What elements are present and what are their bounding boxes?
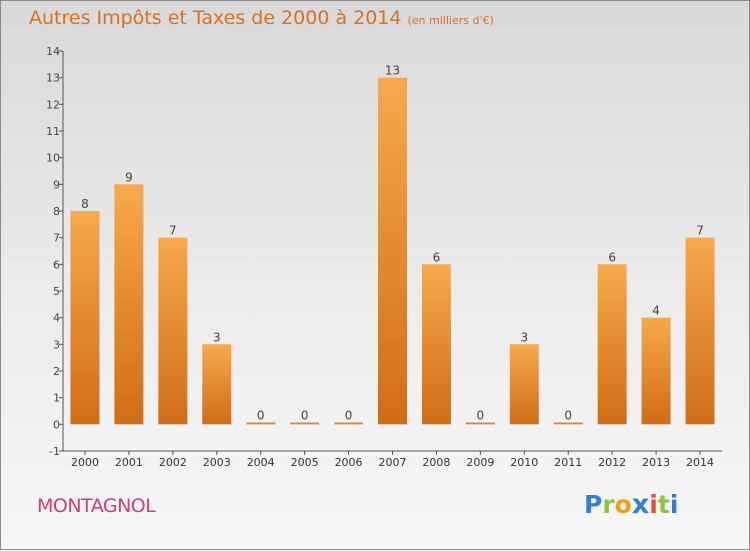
x-tick-label: 2005 <box>291 456 319 469</box>
logo-letter: x <box>631 489 650 520</box>
y-tick-label: 14 <box>46 45 60 58</box>
data-label: 4 <box>652 304 660 318</box>
y-tick-label: 5 <box>53 285 60 298</box>
y-tick-label: 12 <box>46 98 60 111</box>
y-tick-label: 13 <box>46 72 60 85</box>
y-tick-label: 10 <box>46 152 60 165</box>
data-label: 6 <box>608 250 616 264</box>
y-tick-label: 1 <box>53 392 60 405</box>
data-label: 6 <box>433 250 441 264</box>
y-tick-label: 8 <box>53 205 60 218</box>
data-label: 8 <box>81 197 89 211</box>
bar-2003 <box>202 344 232 425</box>
bar-2009 <box>465 422 495 425</box>
bar-2014 <box>685 237 715 425</box>
x-tick-label: 2013 <box>642 456 670 469</box>
logo-letter: P <box>584 490 603 519</box>
bar-2006 <box>334 422 364 425</box>
data-label: 0 <box>301 408 309 422</box>
logo-letter: t <box>657 490 670 519</box>
x-tick-label: 2012 <box>598 456 626 469</box>
y-tick-label: 9 <box>53 178 60 191</box>
bars-group <box>70 77 715 425</box>
x-tick-label: 2000 <box>71 456 99 469</box>
bar-2008 <box>421 264 451 425</box>
bar-2010 <box>509 344 539 425</box>
x-tick-label: 2004 <box>247 456 275 469</box>
data-label: 13 <box>385 64 400 78</box>
data-label: 0 <box>564 408 572 422</box>
bar-2002 <box>158 237 188 425</box>
x-tick-label: 2011 <box>554 456 582 469</box>
x-tick-label: 2014 <box>686 456 714 469</box>
data-label: 3 <box>213 330 221 344</box>
chart-title: Autres Impôts et Taxes de 2000 à 2014 (en… <box>29 7 494 29</box>
x-tick-label: 2007 <box>379 456 407 469</box>
data-label: 7 <box>696 224 704 238</box>
data-label: 0 <box>257 408 265 422</box>
proxiti-logo: Proxiti <box>584 489 678 520</box>
logo-letter: r <box>602 490 615 519</box>
x-tick-label: 2008 <box>422 456 450 469</box>
x-tick-label: 2003 <box>203 456 231 469</box>
data-label: 0 <box>345 408 353 422</box>
bar-2004 <box>246 422 276 425</box>
bar-2000 <box>70 211 100 425</box>
data-label: 0 <box>477 408 485 422</box>
x-tick-label: 2009 <box>466 456 494 469</box>
logo-letter: i <box>649 490 658 519</box>
bar-2005 <box>290 422 320 425</box>
data-label: 3 <box>520 330 528 344</box>
x-tick-label: 2001 <box>115 456 143 469</box>
y-tick-label: 2 <box>53 365 60 378</box>
data-label: 7 <box>169 224 177 238</box>
bar-2012 <box>597 264 627 425</box>
y-tick-label: 7 <box>53 232 60 245</box>
x-tick-label: 2006 <box>335 456 363 469</box>
logo-letter: o <box>614 490 632 519</box>
y-tick-label: 4 <box>53 312 60 325</box>
x-tick-label: 2010 <box>510 456 538 469</box>
bar-2001 <box>114 184 144 425</box>
y-tick-label: -1 <box>49 445 60 458</box>
y-tick-label: 6 <box>53 258 60 271</box>
data-label: 9 <box>125 170 133 184</box>
bar-2013 <box>641 317 671 425</box>
commune-name: MONTAGNOL <box>37 495 156 517</box>
chart-unit: (en milliers d'€) <box>407 14 494 27</box>
bar-2011 <box>553 422 583 425</box>
y-tick-label: 11 <box>46 125 60 138</box>
chart-title-text: Autres Impôts et Taxes de 2000 à 2014 <box>29 7 402 29</box>
y-tick-label: 3 <box>53 338 60 351</box>
bar-2007 <box>378 77 407 425</box>
y-tick-label: 0 <box>53 418 60 431</box>
labels-group: 2000 8 2001 9 2002 7 2003 3 2004 0 2005 0 2006 0 2007 1… <box>71 64 714 469</box>
x-tick-label: 2002 <box>159 456 187 469</box>
logo-letter: i <box>669 490 679 519</box>
